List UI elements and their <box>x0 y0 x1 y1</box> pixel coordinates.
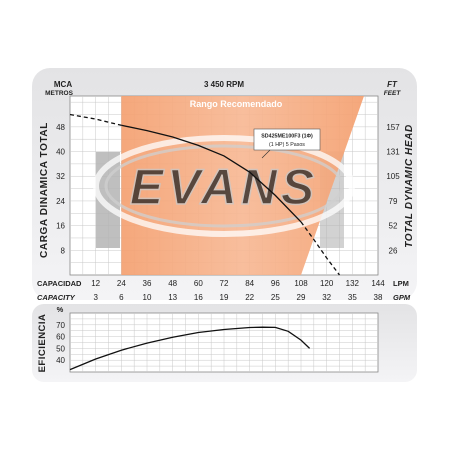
y-tick-label: 16 <box>56 222 65 231</box>
head-curve <box>121 124 302 223</box>
y-tick-label: 24 <box>56 197 65 206</box>
x-tick-label-secondary: 13 <box>168 293 177 302</box>
x-tick-label: 24 <box>117 279 126 288</box>
x-axis-unit-secondary: GPM <box>393 293 411 302</box>
y-axis-title-right: TOTAL DYNAMIC HEAD <box>404 124 415 248</box>
efficiency-y-ticks: 70 60 50 40 <box>56 321 65 365</box>
efficiency-curve <box>69 326 311 371</box>
y-tick-label-right: 79 <box>389 197 398 206</box>
y-ticks: 48 40 32 24 16 8 <box>56 123 65 255</box>
efficiency-unit: % <box>57 305 64 314</box>
model-spec: (1 HP) 5 Pasos <box>269 142 305 148</box>
left-unit-1: MCA <box>54 80 72 89</box>
x-tick-label-secondary: 32 <box>322 293 331 302</box>
y-tick-label: 40 <box>56 148 65 157</box>
x-tick-label-secondary: 16 <box>194 293 203 302</box>
x-tick-label-secondary: 25 <box>271 293 280 302</box>
x-tick-label-secondary: 22 <box>245 293 254 302</box>
x-tick-label: 12 <box>91 279 100 288</box>
eff-tick-label: 40 <box>56 356 65 365</box>
x-axis-unit: LPM <box>393 279 409 288</box>
x-tick-label: 108 <box>294 279 308 288</box>
x-tick-label: 48 <box>168 279 177 288</box>
y-tick-label: 48 <box>56 123 65 132</box>
x-tick-label: 36 <box>143 279 152 288</box>
y-axis-title: CARGA DINAMICA TOTAL <box>39 122 50 258</box>
watermark-logo: EVANS <box>93 135 355 237</box>
x-tick-label: 144 <box>371 279 385 288</box>
y-tick-label-right: 26 <box>389 246 398 255</box>
head-curve-extension-left <box>69 113 122 126</box>
efficiency-grid <box>70 313 378 372</box>
left-unit-2: METROS <box>45 90 73 97</box>
x-tick-label: 120 <box>320 279 334 288</box>
x-tick-label: 60 <box>194 279 203 288</box>
chart-title: 3 450 RPM <box>204 80 244 89</box>
x-tick-label-secondary: 35 <box>348 293 357 302</box>
watermark-text: EVANS <box>130 159 319 215</box>
y-tick-label-right: 52 <box>389 222 398 231</box>
right-unit-2: FEET <box>384 90 402 97</box>
y-tick-label-right: 105 <box>386 172 400 181</box>
y-tick-label-right: 131 <box>386 148 400 157</box>
model-name: SD425ME100F3 (1Φ) <box>261 134 313 140</box>
x-tick-label-secondary: 29 <box>297 293 306 302</box>
head-curve-extension-right <box>300 221 341 276</box>
x-axis-title-secondary: CAPACITY <box>37 293 76 302</box>
x-axis-title: CAPACIDAD <box>37 279 82 288</box>
y-tick-label: 8 <box>61 246 66 255</box>
x-tick-label: 96 <box>271 279 280 288</box>
x-ticks: 12 24 36 48 60 72 84 96 108 120 132 144 <box>91 279 385 288</box>
model-label: SD425ME100F3 (1Φ) (1 HP) 5 Pasos <box>253 128 321 159</box>
x-tick-label-secondary: 38 <box>374 293 383 302</box>
x-tick-label-secondary: 19 <box>220 293 229 302</box>
eff-tick-label: 70 <box>56 321 65 330</box>
eff-tick-label: 50 <box>56 344 65 353</box>
x-tick-label: 84 <box>245 279 254 288</box>
eff-tick-label: 60 <box>56 333 65 342</box>
y-ticks-right: 157 131 105 79 52 26 <box>386 123 400 255</box>
x-tick-label-secondary: 10 <box>143 293 152 302</box>
efficiency-axis-title: EFICIENCIA <box>37 314 48 373</box>
x-tick-label: 72 <box>220 279 229 288</box>
right-unit-1: FT <box>387 80 398 89</box>
range-label: Rango Recomendado <box>190 99 283 109</box>
x-tick-label: 132 <box>346 279 360 288</box>
x-tick-label-secondary: 6 <box>119 293 124 302</box>
x-ticks-secondary: 3 6 10 13 16 19 22 25 29 32 35 38 <box>93 293 383 302</box>
y-tick-label-right: 157 <box>386 123 400 132</box>
y-tick-label: 32 <box>56 172 65 181</box>
x-tick-label-secondary: 3 <box>93 293 98 302</box>
